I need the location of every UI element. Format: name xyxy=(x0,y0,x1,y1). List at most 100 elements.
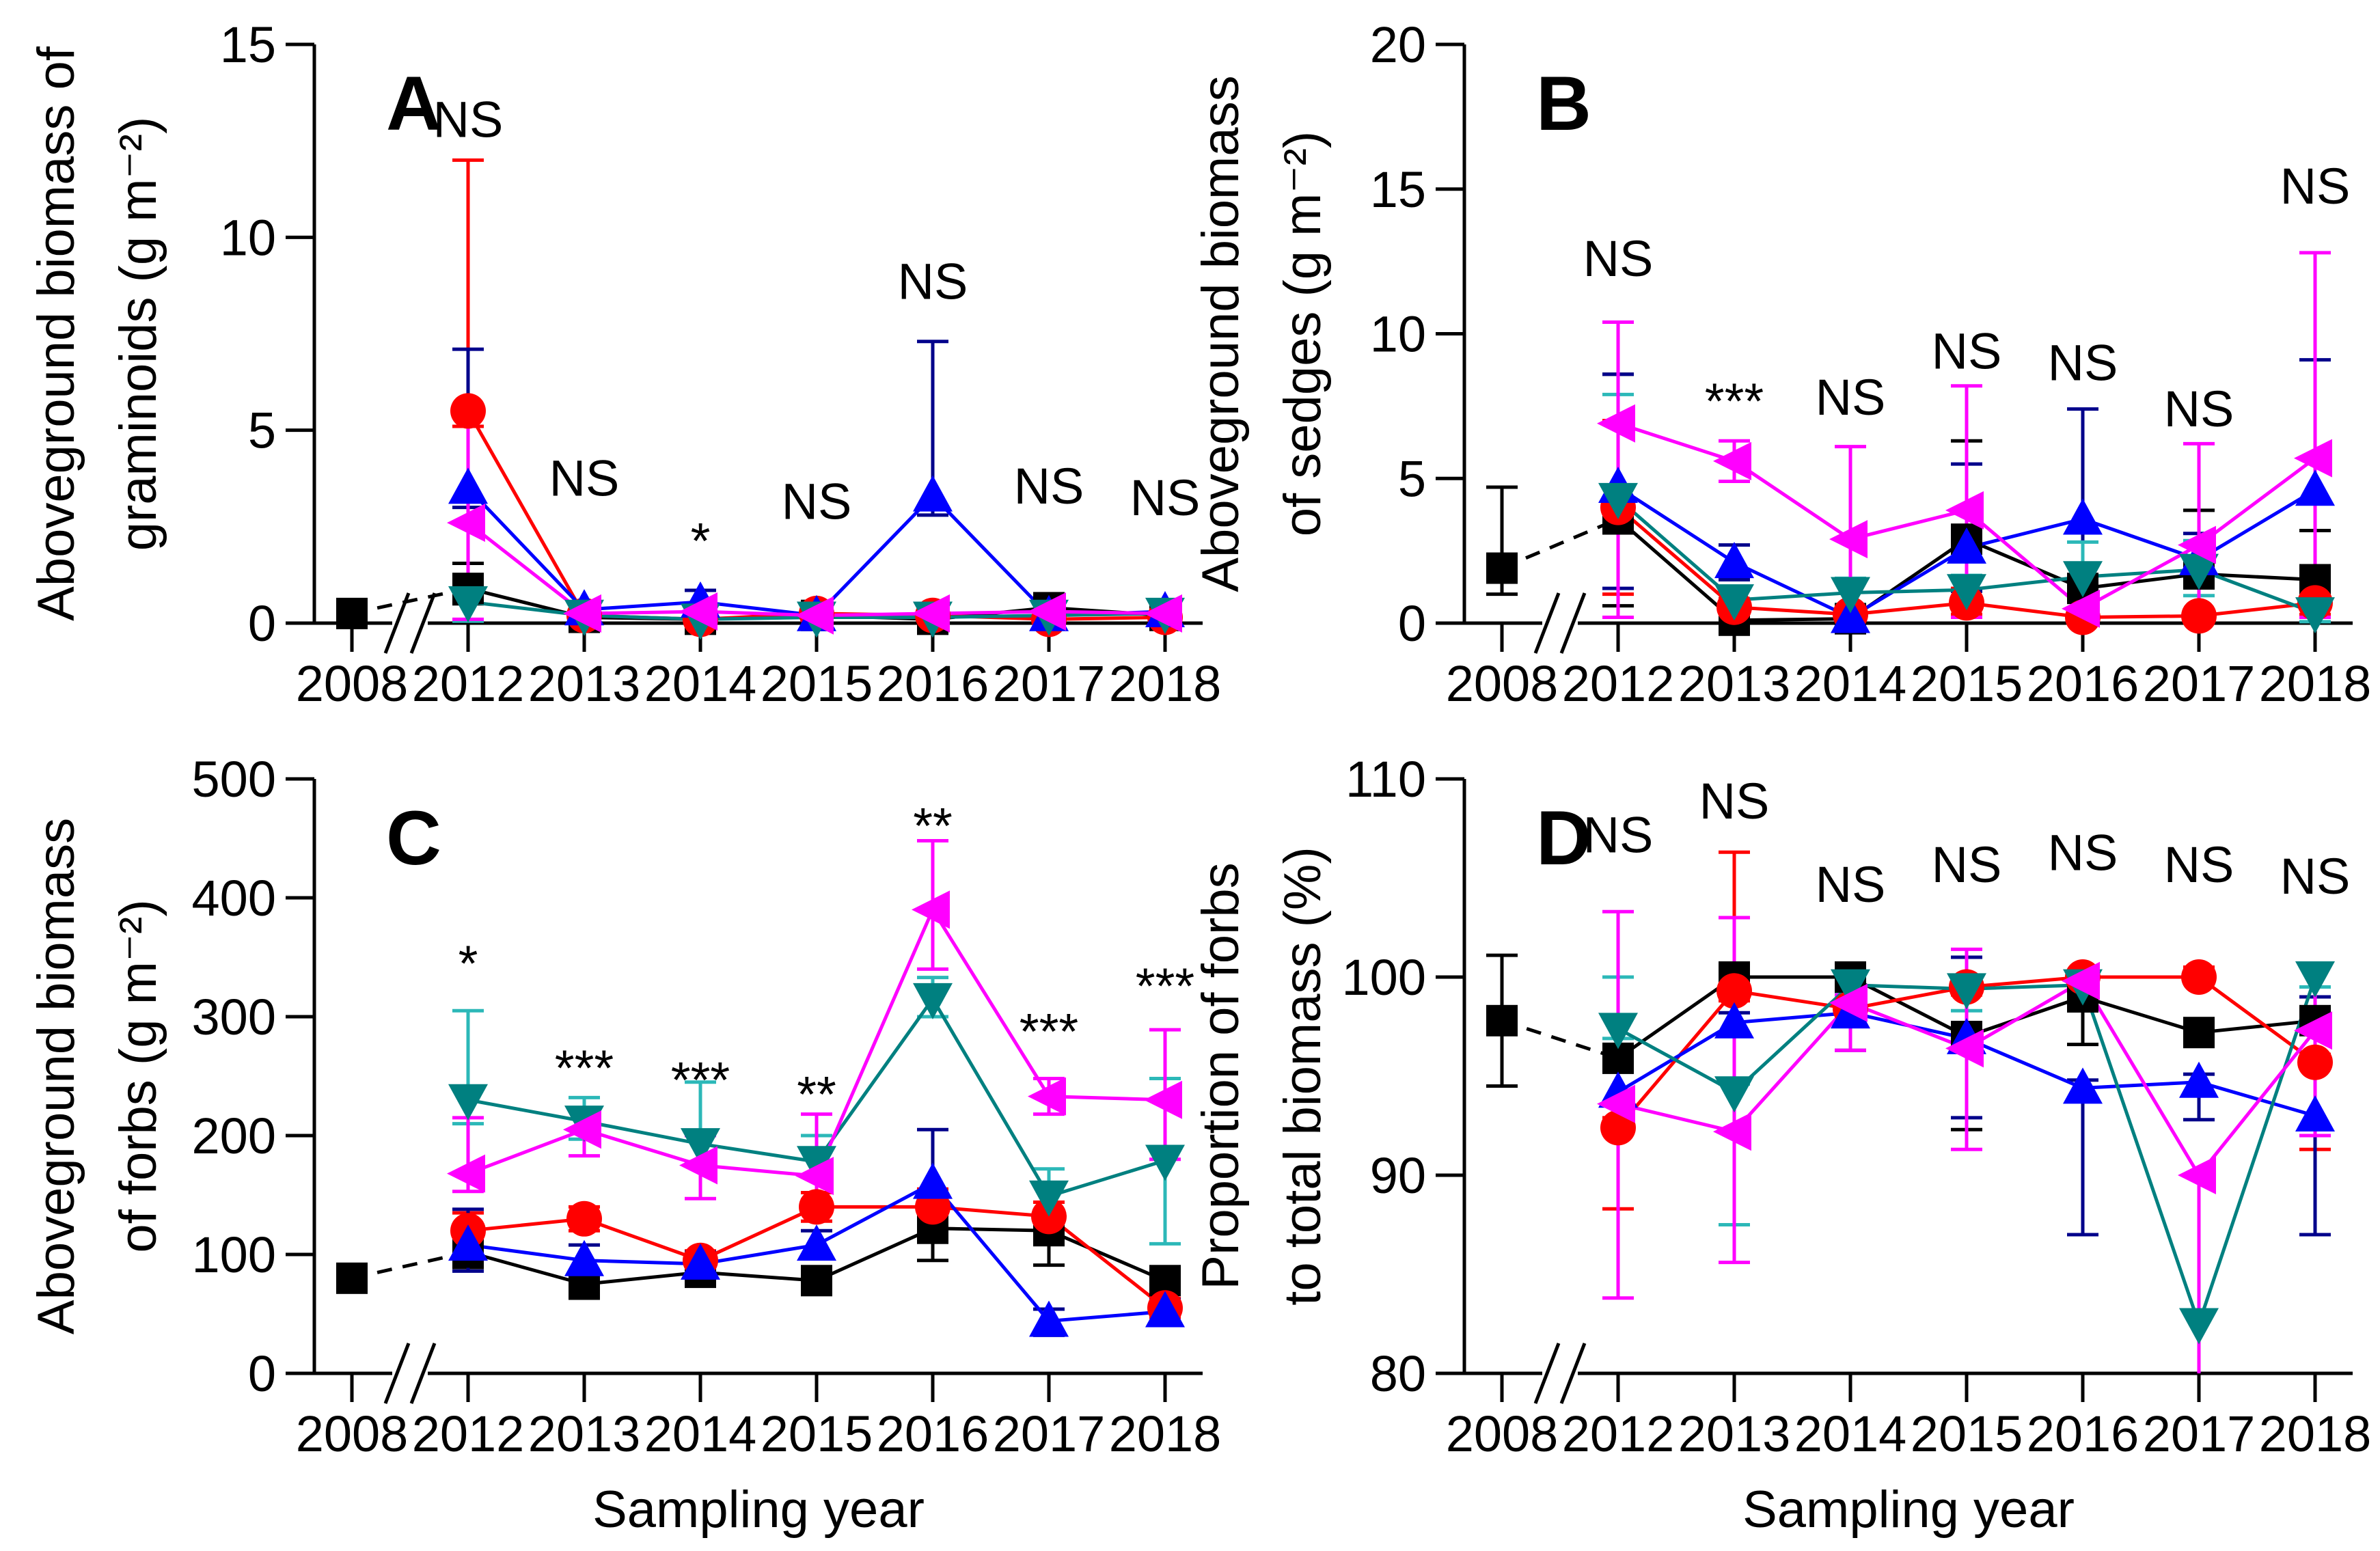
x-tick-label: 2015 xyxy=(761,1405,873,1462)
series-line-blue-triangle-up xyxy=(584,600,701,612)
data-point-blue-triangle-up xyxy=(2295,1095,2335,1131)
series-line-magenta-triangle-left xyxy=(467,521,586,615)
series-line-magenta-triangle-left xyxy=(2081,980,2201,1177)
data-point-magenta-triangle-left xyxy=(795,596,834,635)
y-tick-label: 100 xyxy=(1342,949,1426,1006)
series-line-teal-triangle-down xyxy=(700,1142,817,1164)
axis-break-gap xyxy=(1542,1369,1578,1378)
series-line-teal-triangle-down xyxy=(467,1098,585,1123)
series-line-red-circle xyxy=(584,1217,701,1263)
series-line-blue-triangle-up xyxy=(815,1181,934,1247)
series-line-red-circle xyxy=(1734,989,1851,1011)
series-line-teal-triangle-down xyxy=(2082,568,2200,579)
series-line-teal-triangle-down xyxy=(584,614,701,621)
series-line-magenta-triangle-left xyxy=(1850,508,1967,541)
data-point-teal-triangle-down xyxy=(1598,482,1638,519)
series-line-red-circle xyxy=(2198,975,2316,1064)
significance-label: NS xyxy=(1932,836,2002,893)
x-tick-label: 2013 xyxy=(1678,1405,1791,1462)
data-point-magenta-triangle-left xyxy=(2294,1011,2332,1050)
axis-break-slash xyxy=(409,1343,437,1404)
data-point-teal-triangle-down xyxy=(1947,973,1986,1010)
data-point-magenta-triangle-left xyxy=(1028,1077,1066,1116)
panel-C: 0 100 200 300 400 500 2008 2012 2013 2014 2015 2016… xyxy=(27,751,1221,1539)
panel-A: 0 5 10 15 2008 2012 2013 2014 2015 2016 2017 2018 NS… xyxy=(27,16,1221,712)
data-point-teal-triangle-down xyxy=(1947,574,1986,611)
series-line-black-square xyxy=(351,1250,469,1280)
x-tick-label: 2018 xyxy=(1109,1405,1222,1462)
data-point-red-circle xyxy=(799,1189,834,1225)
series-line-red-circle xyxy=(1966,975,2083,989)
axis-break-gap xyxy=(392,1369,428,1378)
data-point-magenta-triangle-left xyxy=(2178,1156,2216,1194)
series-line-black-square xyxy=(2082,572,2200,590)
x-tick-label: 2015 xyxy=(1911,655,2023,712)
panel-D: 80 90 100 110 2008 2012 2013 2014 2015 2016 2017 20… xyxy=(1192,751,2371,1539)
data-point-red-circle xyxy=(450,393,486,429)
series-line-magenta-triangle-left xyxy=(1965,979,2084,1050)
panel-letter-A: A xyxy=(386,61,441,146)
series-line-black-square xyxy=(1617,517,1736,622)
series-line-blue-triangle-up xyxy=(1966,1037,2083,1090)
significance-label: NS xyxy=(1699,773,1770,829)
x-tick-label: 2016 xyxy=(877,1405,989,1462)
data-point-magenta-triangle-left xyxy=(912,890,950,929)
series-line-blue-triangle-up xyxy=(1048,1310,1166,1323)
series-line-teal-triangle-down xyxy=(1966,575,2083,592)
significance-label: NS xyxy=(1130,469,1201,526)
x-tick-label: 2012 xyxy=(412,655,525,712)
series-line-blue-triangle-up xyxy=(467,486,586,611)
y-axis-title: Aboveground biomass of xyxy=(27,46,85,621)
significance-label: NS xyxy=(2048,334,2118,391)
data-point-teal-triangle-down xyxy=(2179,553,2219,590)
y-axis-title: of sedges (g m⁻²) xyxy=(1274,131,1332,536)
data-point-black-square xyxy=(2183,1017,2215,1049)
y-tick-label: 110 xyxy=(1345,751,1426,808)
data-point-blue-triangle-up xyxy=(1947,527,1986,564)
data-point-teal-triangle-down xyxy=(448,1084,488,1121)
data-point-magenta-triangle-left xyxy=(447,1154,485,1193)
significance-label: NS xyxy=(2164,381,2234,437)
series-line-black-square xyxy=(1966,995,2083,1039)
y-axis-title: Aboveground biomass xyxy=(1192,75,1250,592)
series-line-teal-triangle-down xyxy=(700,616,817,621)
x-tick-label: 2018 xyxy=(2259,1405,2372,1462)
axis-break-slash xyxy=(383,1343,411,1404)
series-line-magenta-triangle-left xyxy=(584,1127,701,1167)
series-line-black-square xyxy=(1734,617,1851,622)
series-line-blue-triangle-up xyxy=(1734,1011,1851,1025)
data-point-magenta-triangle-left xyxy=(447,504,485,543)
data-point-teal-triangle-down xyxy=(2063,561,2103,598)
significance-label: NS xyxy=(433,92,504,148)
series-line-teal-triangle-down xyxy=(1617,1027,1736,1094)
significance-label: NS xyxy=(1932,322,2002,379)
panel-letter-D: D xyxy=(1536,795,1591,881)
panel-letter-B: B xyxy=(1536,61,1591,146)
series-line-black-square xyxy=(932,1226,1050,1233)
series-line-magenta-triangle-left xyxy=(467,1127,585,1176)
series-line-teal-triangle-down xyxy=(2198,568,2316,615)
x-tick-label: 2014 xyxy=(1794,1405,1907,1462)
y-tick-label: 500 xyxy=(192,751,276,808)
series-line-magenta-triangle-left xyxy=(1617,422,1735,463)
series-line-teal-triangle-down xyxy=(931,998,1051,1198)
series-line-blue-triangle-up xyxy=(1966,517,2083,550)
data-point-blue-triangle-up xyxy=(448,467,488,504)
series-line-blue-triangle-up xyxy=(2198,1080,2316,1118)
data-point-magenta-triangle-left xyxy=(563,594,601,633)
data-point-black-square xyxy=(801,1265,832,1297)
data-point-blue-triangle-up xyxy=(2179,1061,2219,1098)
y-tick-label: 300 xyxy=(192,989,276,1045)
data-point-magenta-triangle-left xyxy=(1713,1112,1751,1151)
y-tick-label: 5 xyxy=(248,402,276,459)
axis-break-slash xyxy=(1533,1343,1561,1404)
significance-label: NS xyxy=(1816,369,1886,426)
series-line-blue-triangle-up xyxy=(700,1243,817,1266)
data-point-black-square xyxy=(336,597,368,629)
y-tick-label: 400 xyxy=(192,870,276,927)
data-point-magenta-triangle-left xyxy=(912,594,950,633)
y-tick-label: 0 xyxy=(248,1345,276,1402)
series-line-blue-triangle-up xyxy=(1849,546,1968,619)
series-line-black-square xyxy=(467,1250,585,1286)
series-line-red-circle xyxy=(467,1217,585,1233)
